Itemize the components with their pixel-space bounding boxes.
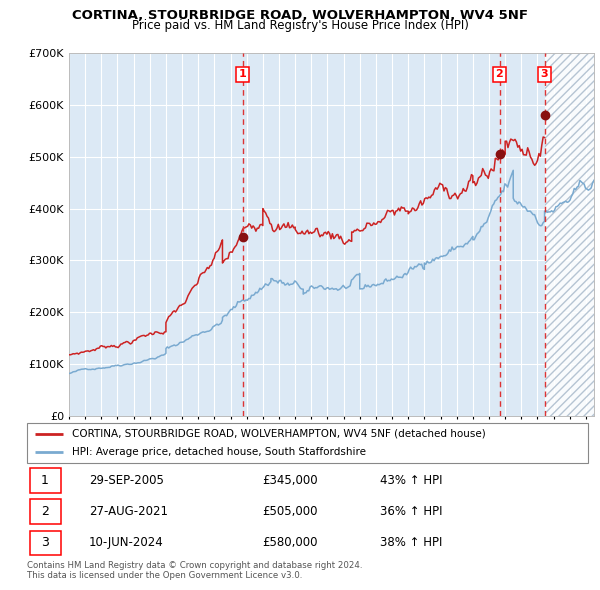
- Text: 3: 3: [541, 70, 548, 80]
- FancyBboxPatch shape: [30, 468, 61, 493]
- Text: CORTINA, STOURBRIDGE ROAD, WOLVERHAMPTON, WV4 5NF: CORTINA, STOURBRIDGE ROAD, WOLVERHAMPTON…: [72, 9, 528, 22]
- Text: This data is licensed under the Open Government Licence v3.0.: This data is licensed under the Open Gov…: [27, 571, 302, 579]
- Text: 36% ↑ HPI: 36% ↑ HPI: [380, 505, 443, 519]
- Text: 2: 2: [41, 505, 49, 519]
- Text: £345,000: £345,000: [263, 474, 318, 487]
- Text: 10-JUN-2024: 10-JUN-2024: [89, 536, 163, 549]
- Text: £580,000: £580,000: [263, 536, 318, 549]
- FancyBboxPatch shape: [30, 500, 61, 524]
- Text: CORTINA, STOURBRIDGE ROAD, WOLVERHAMPTON, WV4 5NF (detached house): CORTINA, STOURBRIDGE ROAD, WOLVERHAMPTON…: [72, 429, 485, 439]
- Text: 3: 3: [41, 536, 49, 549]
- Text: Price paid vs. HM Land Registry's House Price Index (HPI): Price paid vs. HM Land Registry's House …: [131, 19, 469, 32]
- Bar: [545, 53, 594, 416]
- Text: £505,000: £505,000: [263, 505, 318, 519]
- Text: 38% ↑ HPI: 38% ↑ HPI: [380, 536, 443, 549]
- Text: HPI: Average price, detached house, South Staffordshire: HPI: Average price, detached house, Sout…: [72, 447, 366, 457]
- Text: 1: 1: [41, 474, 49, 487]
- Text: 43% ↑ HPI: 43% ↑ HPI: [380, 474, 443, 487]
- FancyBboxPatch shape: [27, 423, 588, 463]
- FancyBboxPatch shape: [30, 530, 61, 555]
- Text: 2: 2: [496, 70, 503, 80]
- Text: 1: 1: [239, 70, 247, 80]
- Text: 27-AUG-2021: 27-AUG-2021: [89, 505, 168, 519]
- Text: Contains HM Land Registry data © Crown copyright and database right 2024.: Contains HM Land Registry data © Crown c…: [27, 560, 362, 569]
- Text: 29-SEP-2005: 29-SEP-2005: [89, 474, 164, 487]
